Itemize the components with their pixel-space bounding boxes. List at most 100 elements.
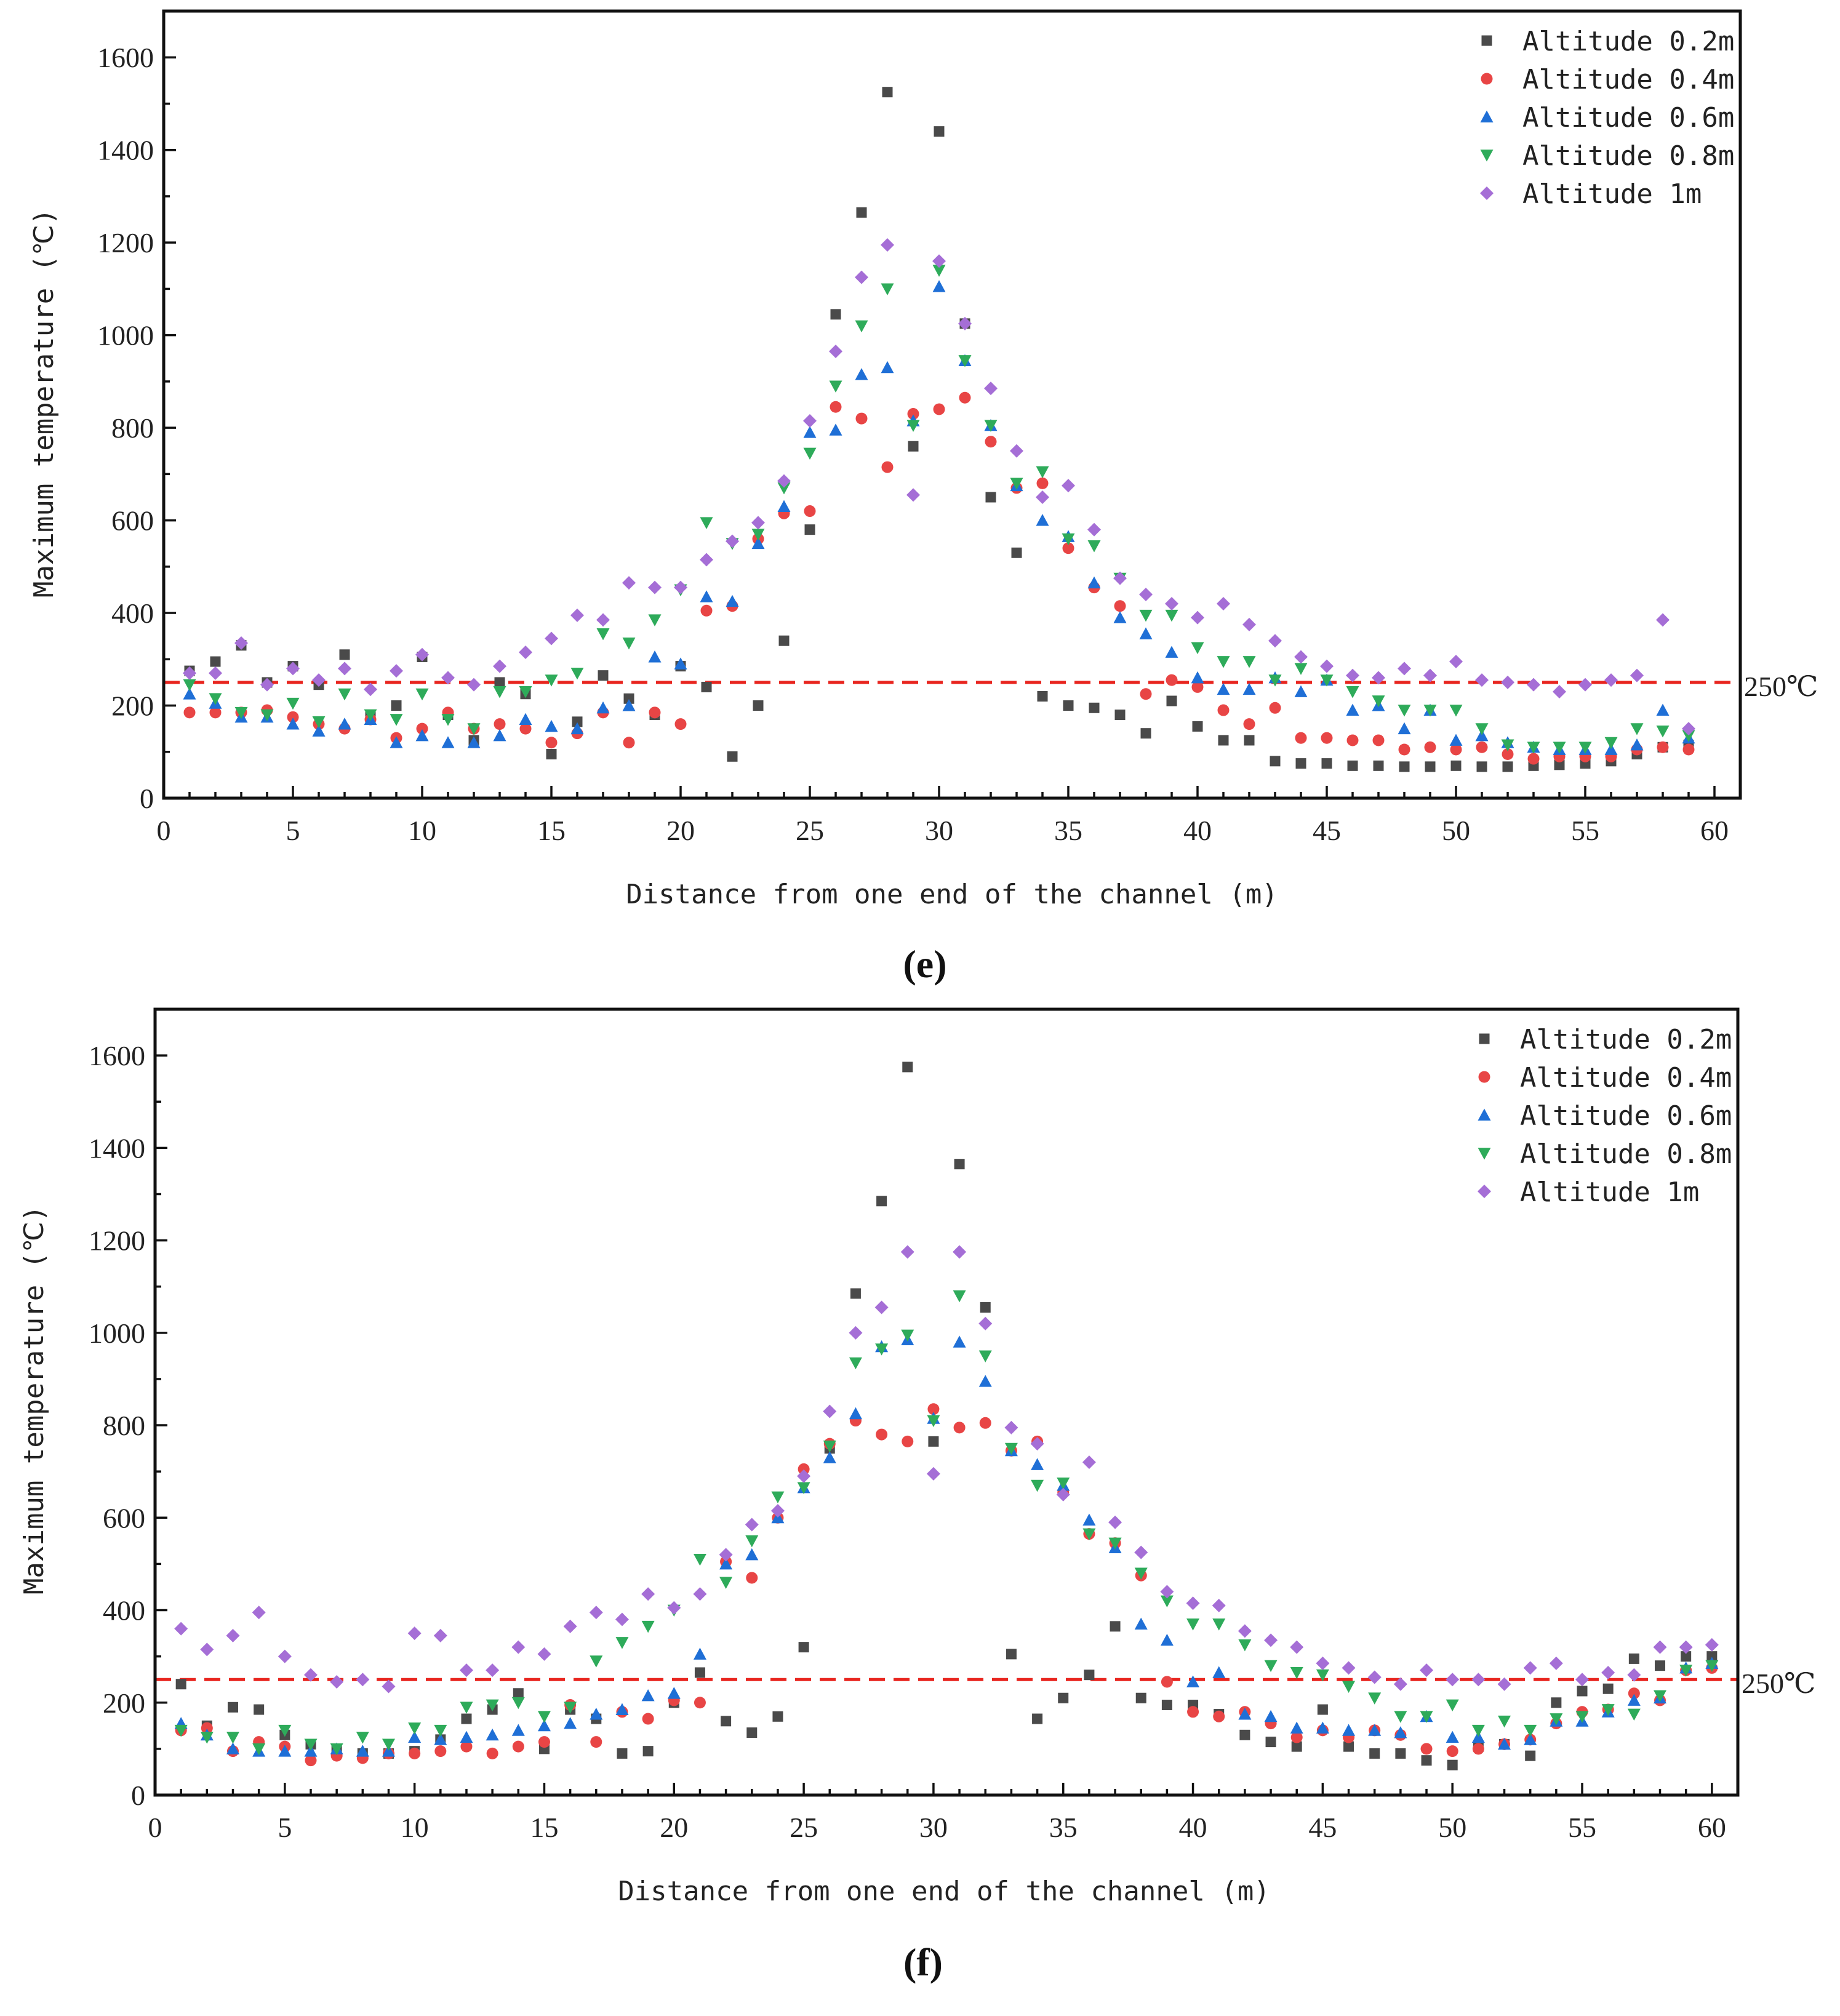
chart-f-point (537, 1711, 551, 1723)
chart-f-point (667, 1687, 681, 1699)
chart-e-point (1449, 705, 1463, 717)
chart-f-point (1394, 1726, 1407, 1738)
chart-e-point (1398, 722, 1411, 735)
chart-e-point (622, 638, 636, 650)
chart-e-point (623, 693, 634, 704)
chart-f-x-tick-label: 10 (401, 1812, 429, 1843)
chart-e-point (881, 461, 894, 473)
chart-e-point (777, 482, 791, 495)
chart-f-point (721, 1716, 732, 1727)
chart-e-point (545, 674, 558, 687)
chart-e-x-tick-label: 40 (1183, 815, 1212, 846)
chart-e-point (829, 423, 842, 436)
chart-f-point (1264, 1710, 1278, 1722)
chart-f-series-2 (174, 1333, 1719, 1757)
chart-f-point (408, 1722, 422, 1735)
chart-f-point (486, 1747, 498, 1759)
chart-f-point (953, 1422, 966, 1434)
chart-f-point (590, 1736, 602, 1748)
chart-e-point (1630, 723, 1644, 735)
chart-e-x-tick-label: 20 (666, 815, 695, 846)
chart-e-point (1294, 650, 1308, 664)
chart-f-point (1030, 1437, 1044, 1451)
chart-f-point (589, 1606, 603, 1620)
chart-f-point (590, 1655, 603, 1668)
chart-e-point (958, 316, 972, 330)
chart-f-point (1421, 1755, 1432, 1766)
chart-f-point (1082, 1528, 1096, 1541)
chart-e-point (1320, 659, 1334, 673)
chart-f-x-tick-label: 55 (1568, 1812, 1596, 1843)
chart-e-point (855, 412, 868, 425)
chart-f-point (1498, 1737, 1511, 1750)
chart-e-point (338, 718, 351, 730)
chart-e-point (1036, 490, 1049, 504)
chart-f-point (1471, 1673, 1486, 1687)
chart-f-legend-marker (1479, 1033, 1490, 1044)
chart-e-point (1166, 695, 1177, 706)
chart-f-point (1316, 1669, 1329, 1682)
chart-e-point (287, 711, 299, 723)
chart-f-point (1161, 1676, 1173, 1688)
chart-f-y-tick-label: 0 (131, 1780, 145, 1811)
chart-e-point (726, 534, 739, 548)
chart-f-point (511, 1640, 526, 1654)
chart-e-point (1036, 477, 1049, 489)
chart-e-point (1062, 479, 1075, 493)
chart-f-point (823, 1440, 836, 1453)
chart-e-point (830, 309, 841, 320)
chart-e-point (1036, 514, 1049, 526)
chart-e-point (1423, 705, 1437, 717)
chart-f-point (460, 1702, 473, 1714)
chart-e-point (1450, 760, 1462, 771)
chart-e-point (1527, 742, 1540, 754)
chart-f-point (1161, 1700, 1172, 1711)
chart-e-point (1269, 702, 1281, 714)
chart-e-point (648, 580, 662, 594)
chart-f-series-0 (175, 1062, 1718, 1770)
chart-f-point (1186, 1675, 1200, 1687)
chart-e-point (364, 682, 377, 697)
chart-e-point (700, 553, 713, 567)
chart-e-point (286, 662, 300, 676)
chart-e-point (649, 706, 661, 719)
chart-f-point (564, 1702, 577, 1714)
chart-f-point (641, 1689, 655, 1702)
chart-e-panel-label: (e) (903, 942, 946, 986)
chart-e-point (1346, 668, 1359, 682)
chart-f-point (615, 1703, 629, 1715)
chart-f-point (200, 1732, 214, 1744)
chart-e-point (1165, 597, 1178, 611)
chart-e-legend: Altitude 0.2m Altitude 0.4m Altitude 0.6m A… (1480, 26, 1734, 210)
chart-e-point (1089, 702, 1100, 713)
chart-e-point (881, 361, 894, 374)
chart-e-x-tick-label: 60 (1700, 815, 1729, 846)
chart-e-point (1398, 743, 1410, 756)
chart-f-point (823, 1404, 837, 1418)
chart-f-y-tick-label: 200 (103, 1687, 145, 1719)
chart-f-legend-label: Altitude 0.2m (1520, 1024, 1732, 1055)
chart-f-point (1004, 1420, 1018, 1434)
chart-e-point (1294, 685, 1308, 697)
chart-e-point (493, 659, 506, 673)
chart-e-point (1398, 705, 1411, 717)
chart-f-point (461, 1713, 472, 1724)
chart-f-point (1186, 1618, 1200, 1631)
chart-f-point (459, 1663, 473, 1678)
chart-e-y-tick-label: 1200 (97, 227, 154, 258)
chart-f-point (1110, 1621, 1121, 1632)
chart-e-point (183, 706, 196, 719)
chart-e-series-0 (184, 87, 1694, 772)
chart-e-point (830, 401, 842, 413)
chart-e-point (1139, 627, 1153, 639)
chart-f-point (1031, 1458, 1044, 1470)
chart-f-point (1706, 1651, 1718, 1662)
chart-f-point (330, 1674, 344, 1689)
chart-e-x-tick-label: 30 (925, 815, 953, 846)
chart-e-point (234, 706, 248, 719)
chart-f-threshold-label: 250℃ (1742, 1668, 1815, 1699)
chart-f-point (1575, 1711, 1589, 1723)
chart-f-point (407, 1626, 422, 1641)
chart-f-point (1549, 1656, 1563, 1670)
chart-f-point (1628, 1653, 1639, 1664)
